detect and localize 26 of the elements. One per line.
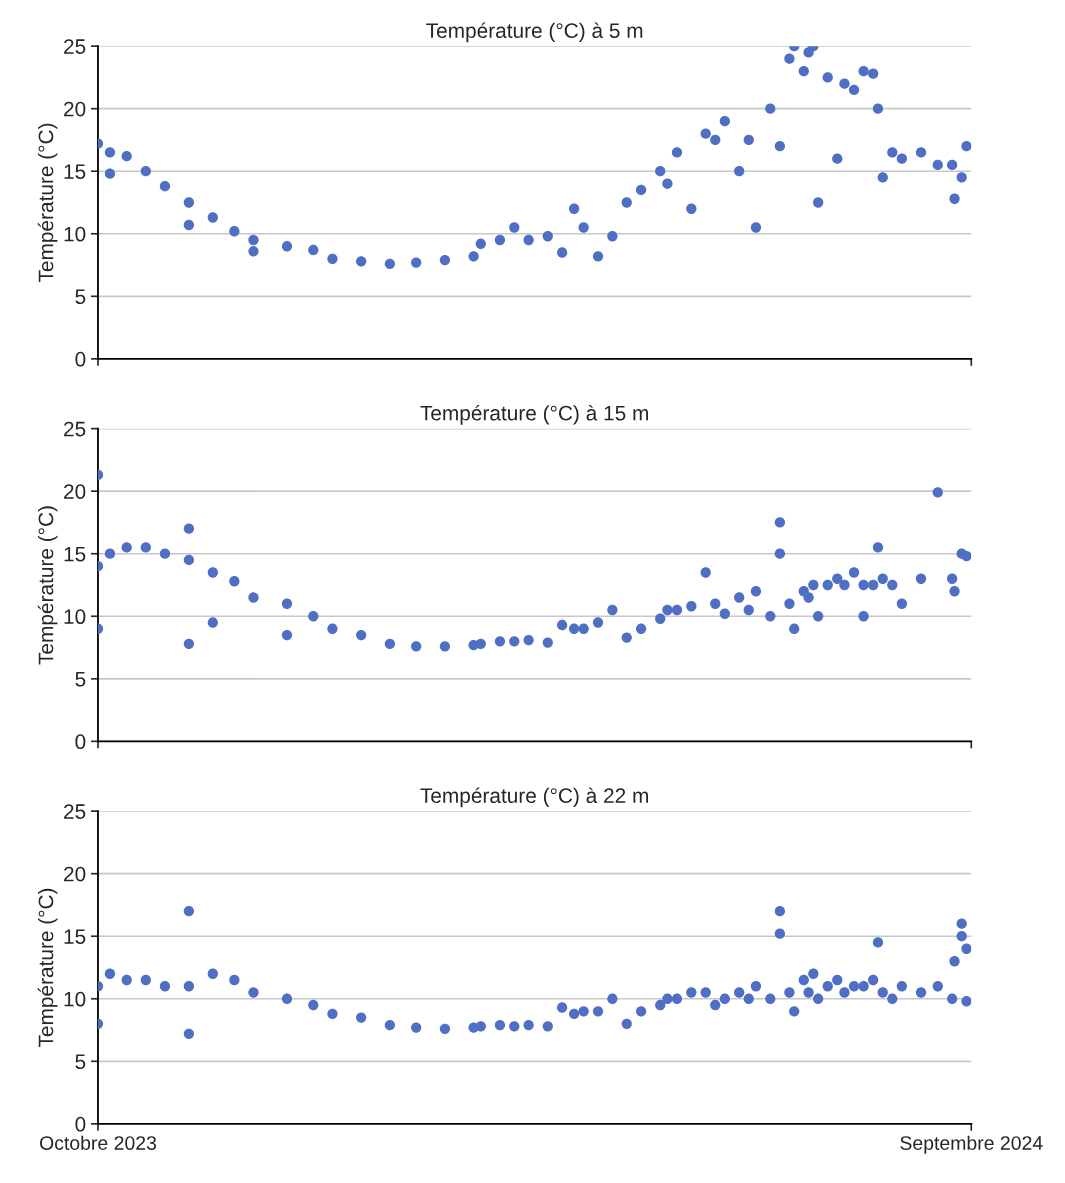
chart-title: Température (°C) à 15 m xyxy=(420,404,648,425)
y-axis-title: Température (°C) xyxy=(37,123,58,283)
y-tick-label: 15 xyxy=(64,546,86,562)
y-axis-title: Température (°C) xyxy=(37,506,58,665)
y-tick-label: 0 xyxy=(75,351,86,367)
y-tick-label: 25 xyxy=(64,39,86,54)
y-tick-label: 20 xyxy=(64,484,86,499)
y-tick-label: 5 xyxy=(75,672,86,687)
x-tick-label: Octobre 2023 xyxy=(39,1135,157,1150)
y-tick-label: 10 xyxy=(64,991,86,1007)
y-tick-label: 5 xyxy=(75,1054,86,1070)
y-tick-label: 20 xyxy=(64,866,86,882)
y-tick-label: 10 xyxy=(64,609,86,625)
y-tick-label: 0 xyxy=(75,1116,86,1132)
chart-title: Température (°C) à 22 m xyxy=(420,787,648,808)
y-tick-label: 25 xyxy=(64,421,86,437)
y-tick-label: 10 xyxy=(64,226,86,242)
y-tick-label: 5 xyxy=(75,289,86,305)
y-tick-label: 15 xyxy=(64,164,86,179)
y-axis-title: Température (°C) xyxy=(37,888,58,1048)
chart-title: Température (°C) à 5 m xyxy=(426,22,643,43)
y-tick-label: 25 xyxy=(64,804,86,819)
x-tick-label: Septembre 2024 xyxy=(900,1135,1043,1154)
y-tick-label: 15 xyxy=(64,929,86,944)
y-tick-label: 20 xyxy=(64,101,86,117)
y-tick-label: 0 xyxy=(75,734,86,750)
